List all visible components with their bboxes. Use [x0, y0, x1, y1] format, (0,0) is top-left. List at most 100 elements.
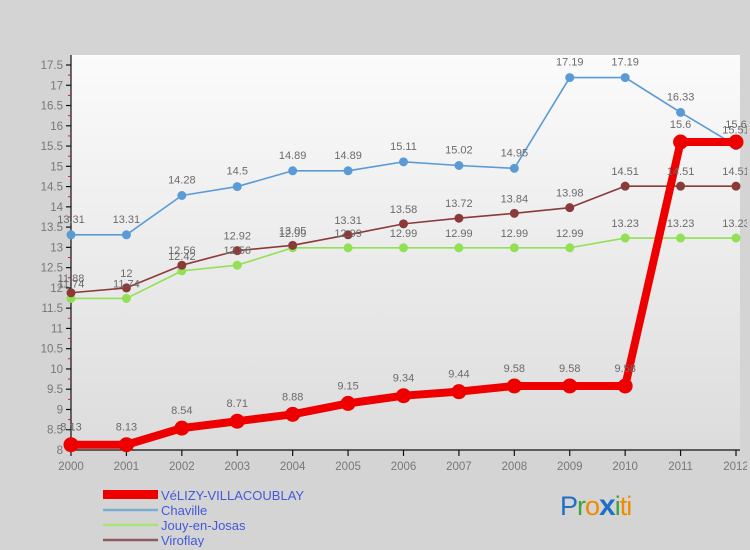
logo-letter: t [619, 491, 627, 521]
data-point[interactable] [66, 230, 76, 240]
data-point-label: 9.15 [337, 380, 358, 392]
data-point-label: 12.56 [223, 245, 251, 257]
y-axis-tick-label: 14 [50, 202, 63, 214]
data-point-label: 14.28 [168, 174, 196, 186]
x-axis-tick-label: 2001 [114, 461, 140, 473]
y-axis-tick-label: 13.5 [41, 222, 63, 234]
data-point-label: 12 [120, 268, 132, 280]
data-point[interactable] [731, 181, 741, 191]
data-point[interactable] [229, 413, 245, 429]
data-point-label: 12.99 [556, 228, 584, 240]
data-point[interactable] [121, 293, 131, 303]
legend-label[interactable]: Chaville [161, 503, 207, 518]
data-point[interactable] [562, 378, 578, 394]
data-point[interactable] [232, 182, 242, 192]
data-point-label: 13.31 [113, 214, 141, 226]
line-chart-svg: 8 8.5 9 9.5 10 10.5 11 11.5 12 12.5 13 13.5 14 14.5 15… [3, 3, 747, 547]
data-point[interactable] [728, 134, 744, 150]
data-point-label: 15.02 [445, 145, 473, 157]
data-point-label: 15.6 [725, 119, 746, 131]
y-axis-tick-label: 17 [50, 80, 63, 92]
x-axis-tick-label: 2008 [502, 461, 528, 473]
data-point[interactable] [509, 163, 519, 173]
data-point[interactable] [288, 240, 298, 250]
data-point[interactable] [673, 134, 689, 150]
data-point[interactable] [676, 233, 686, 243]
x-axis-tick-label: 2006 [391, 461, 417, 473]
data-point[interactable] [177, 260, 187, 270]
data-point-label: 8.13 [60, 422, 81, 434]
logo-letter: i [614, 491, 621, 521]
data-point[interactable] [509, 243, 519, 253]
data-point[interactable] [620, 73, 630, 83]
data-point[interactable] [617, 378, 633, 394]
legend-label[interactable]: Jouy-en-Josas [161, 518, 246, 533]
data-point-label: 16.33 [667, 91, 695, 103]
data-point-label: 13.58 [390, 204, 418, 216]
data-point[interactable] [174, 420, 190, 436]
y-axis-tick-label: 11.5 [41, 303, 63, 315]
data-point[interactable] [620, 233, 630, 243]
data-point[interactable] [343, 230, 353, 240]
chart-plot-area: 8 8.5 9 9.5 10 10.5 11 11.5 12 12.5 13 13.5 14 14.5 15… [3, 3, 747, 547]
data-point-label: 12.99 [334, 228, 362, 240]
data-point[interactable] [454, 213, 464, 223]
data-point-label: 8.88 [282, 391, 303, 403]
data-point[interactable] [63, 437, 79, 453]
data-point[interactable] [118, 437, 134, 453]
data-point[interactable] [232, 246, 242, 256]
data-point-label: 12.42 [168, 251, 196, 263]
data-point-label: 15.51 [722, 125, 747, 137]
data-point[interactable] [676, 181, 686, 191]
data-point[interactable] [177, 190, 187, 200]
data-point[interactable] [66, 288, 76, 298]
data-point-label: 14.5 [227, 166, 248, 178]
data-point[interactable] [620, 181, 630, 191]
y-axis-tick-label: 15 [50, 161, 63, 173]
data-point[interactable] [399, 243, 408, 253]
logo-letter: r [577, 491, 586, 521]
data-point[interactable] [454, 161, 464, 171]
data-point-label: 13.23 [722, 218, 747, 230]
y-axis-tick-label: 9.5 [47, 384, 63, 396]
data-point-label: 12.56 [168, 245, 196, 257]
data-point-label: 14.51 [667, 166, 695, 178]
data-point[interactable] [285, 406, 301, 422]
data-point[interactable] [509, 208, 519, 218]
data-point[interactable] [288, 166, 298, 176]
data-point-label: 14.95 [501, 147, 529, 159]
data-point-label: 13.31 [57, 214, 85, 226]
data-point-label: 13.84 [501, 193, 529, 205]
data-point[interactable] [340, 395, 356, 411]
data-point[interactable] [343, 243, 353, 253]
data-point[interactable] [121, 230, 131, 240]
data-point-label: 13.23 [667, 218, 695, 230]
data-point[interactable] [399, 219, 408, 229]
data-point[interactable] [399, 157, 408, 167]
legend-label[interactable]: VéLIZY-VILLACOUBLAY [161, 488, 304, 503]
data-point[interactable] [731, 233, 741, 243]
data-point[interactable] [343, 166, 353, 176]
data-point[interactable] [565, 73, 575, 83]
data-point[interactable] [396, 388, 411, 404]
data-point-label: 13.05 [279, 225, 307, 237]
data-point[interactable] [565, 203, 575, 213]
data-point[interactable] [565, 243, 575, 253]
data-point[interactable] [232, 260, 242, 270]
data-point[interactable] [454, 243, 464, 253]
y-axis-tick-label: 13 [50, 242, 63, 254]
data-point-label: 11.88 [58, 273, 85, 285]
data-point-label: 9.44 [448, 369, 469, 381]
data-point[interactable] [451, 384, 467, 400]
data-point-label: 13.72 [445, 198, 473, 210]
data-point-label: 8.54 [171, 405, 192, 417]
y-axis-tick-label: 14.5 [41, 182, 63, 194]
data-point[interactable] [121, 283, 131, 293]
data-point[interactable] [676, 107, 686, 117]
y-axis-tick-label: 16 [50, 121, 63, 133]
legend-label[interactable]: Viroflay [161, 533, 205, 547]
y-axis-tick-label: 9 [57, 404, 63, 416]
data-point[interactable] [506, 378, 522, 394]
logo-letter: i [626, 491, 632, 521]
legend-swatch [103, 490, 158, 499]
